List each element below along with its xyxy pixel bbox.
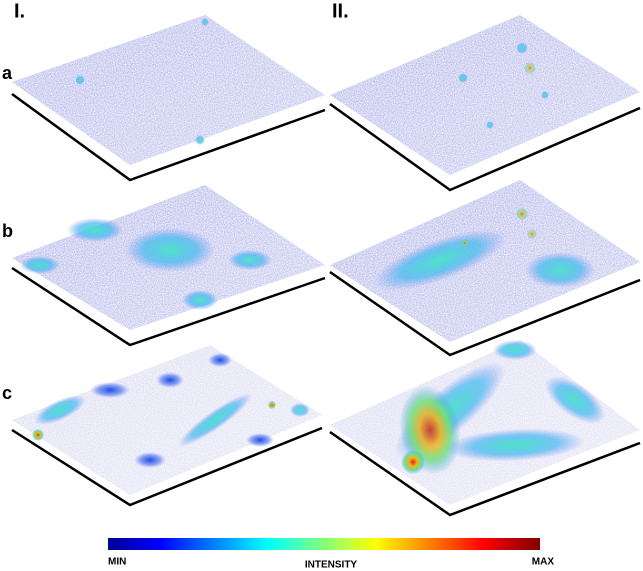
column-label: II. bbox=[332, 0, 349, 22]
column-label: I. bbox=[14, 0, 25, 22]
colorbar-title: INTENSITY bbox=[305, 560, 358, 571]
row-label: c bbox=[2, 383, 12, 403]
panel-II-c bbox=[329, 340, 641, 517]
colorbar-max: MAX bbox=[532, 557, 555, 568]
colorbar-min: MIN bbox=[108, 557, 126, 568]
panel-I-a bbox=[11, 15, 326, 182]
panel-II-a bbox=[329, 15, 641, 192]
row-label: b bbox=[2, 221, 13, 241]
panel-I-b bbox=[11, 185, 326, 347]
colorbar bbox=[108, 538, 540, 550]
row-label: a bbox=[2, 63, 13, 83]
panel-II-b bbox=[329, 180, 641, 357]
panel-I-c bbox=[11, 345, 323, 507]
